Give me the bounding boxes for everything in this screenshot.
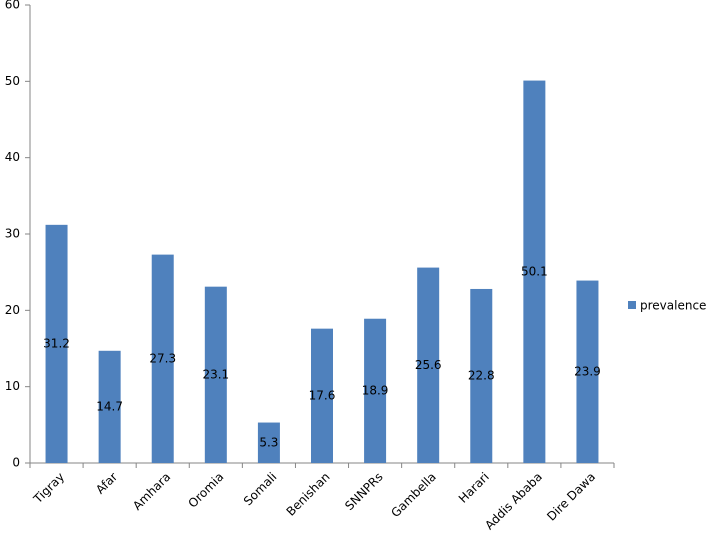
y-tick-label: 50: [5, 74, 20, 88]
bar: [45, 224, 68, 463]
bar: [576, 280, 599, 463]
x-tick-label: Amhara: [130, 470, 173, 513]
y-tick-label: 20: [5, 303, 20, 317]
data-label: 25.6: [415, 358, 442, 372]
x-tick-label: SNNPRs: [342, 470, 385, 513]
data-label: 18.9: [362, 383, 389, 397]
x-tick-label: Addis Ababa: [482, 470, 545, 533]
y-tick-label: 40: [5, 150, 20, 164]
y-tick-label: 30: [5, 227, 20, 241]
x-tick-label: Harari: [456, 470, 492, 506]
x-tick-label: Afar: [93, 470, 120, 497]
bar: [523, 80, 546, 463]
data-label: 17.6: [309, 388, 336, 402]
bar: [204, 286, 227, 463]
y-tick-label: 0: [12, 456, 20, 470]
legend-swatch: [628, 301, 636, 309]
data-label: 14.7: [96, 399, 123, 413]
y-tick-label: 60: [5, 0, 20, 12]
x-tick-label: Somali: [241, 470, 280, 509]
bar: [98, 350, 121, 463]
data-label: 23.1: [202, 367, 229, 381]
legend-label: prevalence: [640, 299, 706, 313]
bar: [470, 288, 493, 463]
y-tick-label: 10: [5, 379, 20, 393]
bar: [151, 254, 174, 463]
bar: [364, 318, 387, 463]
bar: [311, 328, 333, 463]
bar: [417, 267, 440, 463]
x-tick-label: Dire Dawa: [544, 470, 598, 524]
data-label: 22.8: [468, 368, 495, 382]
data-label: 5.3: [259, 435, 278, 449]
data-label: 50.1: [521, 264, 548, 278]
data-label: 23.9: [574, 364, 601, 378]
x-tick-label: Tigray: [30, 470, 67, 507]
bar: [257, 422, 280, 463]
x-tick-label: Oromia: [186, 470, 227, 511]
x-tick-label: Gambella: [388, 470, 438, 520]
x-tick-label: Benishan: [284, 470, 333, 519]
data-label: 31.2: [43, 336, 70, 350]
data-label: 27.3: [149, 351, 176, 365]
